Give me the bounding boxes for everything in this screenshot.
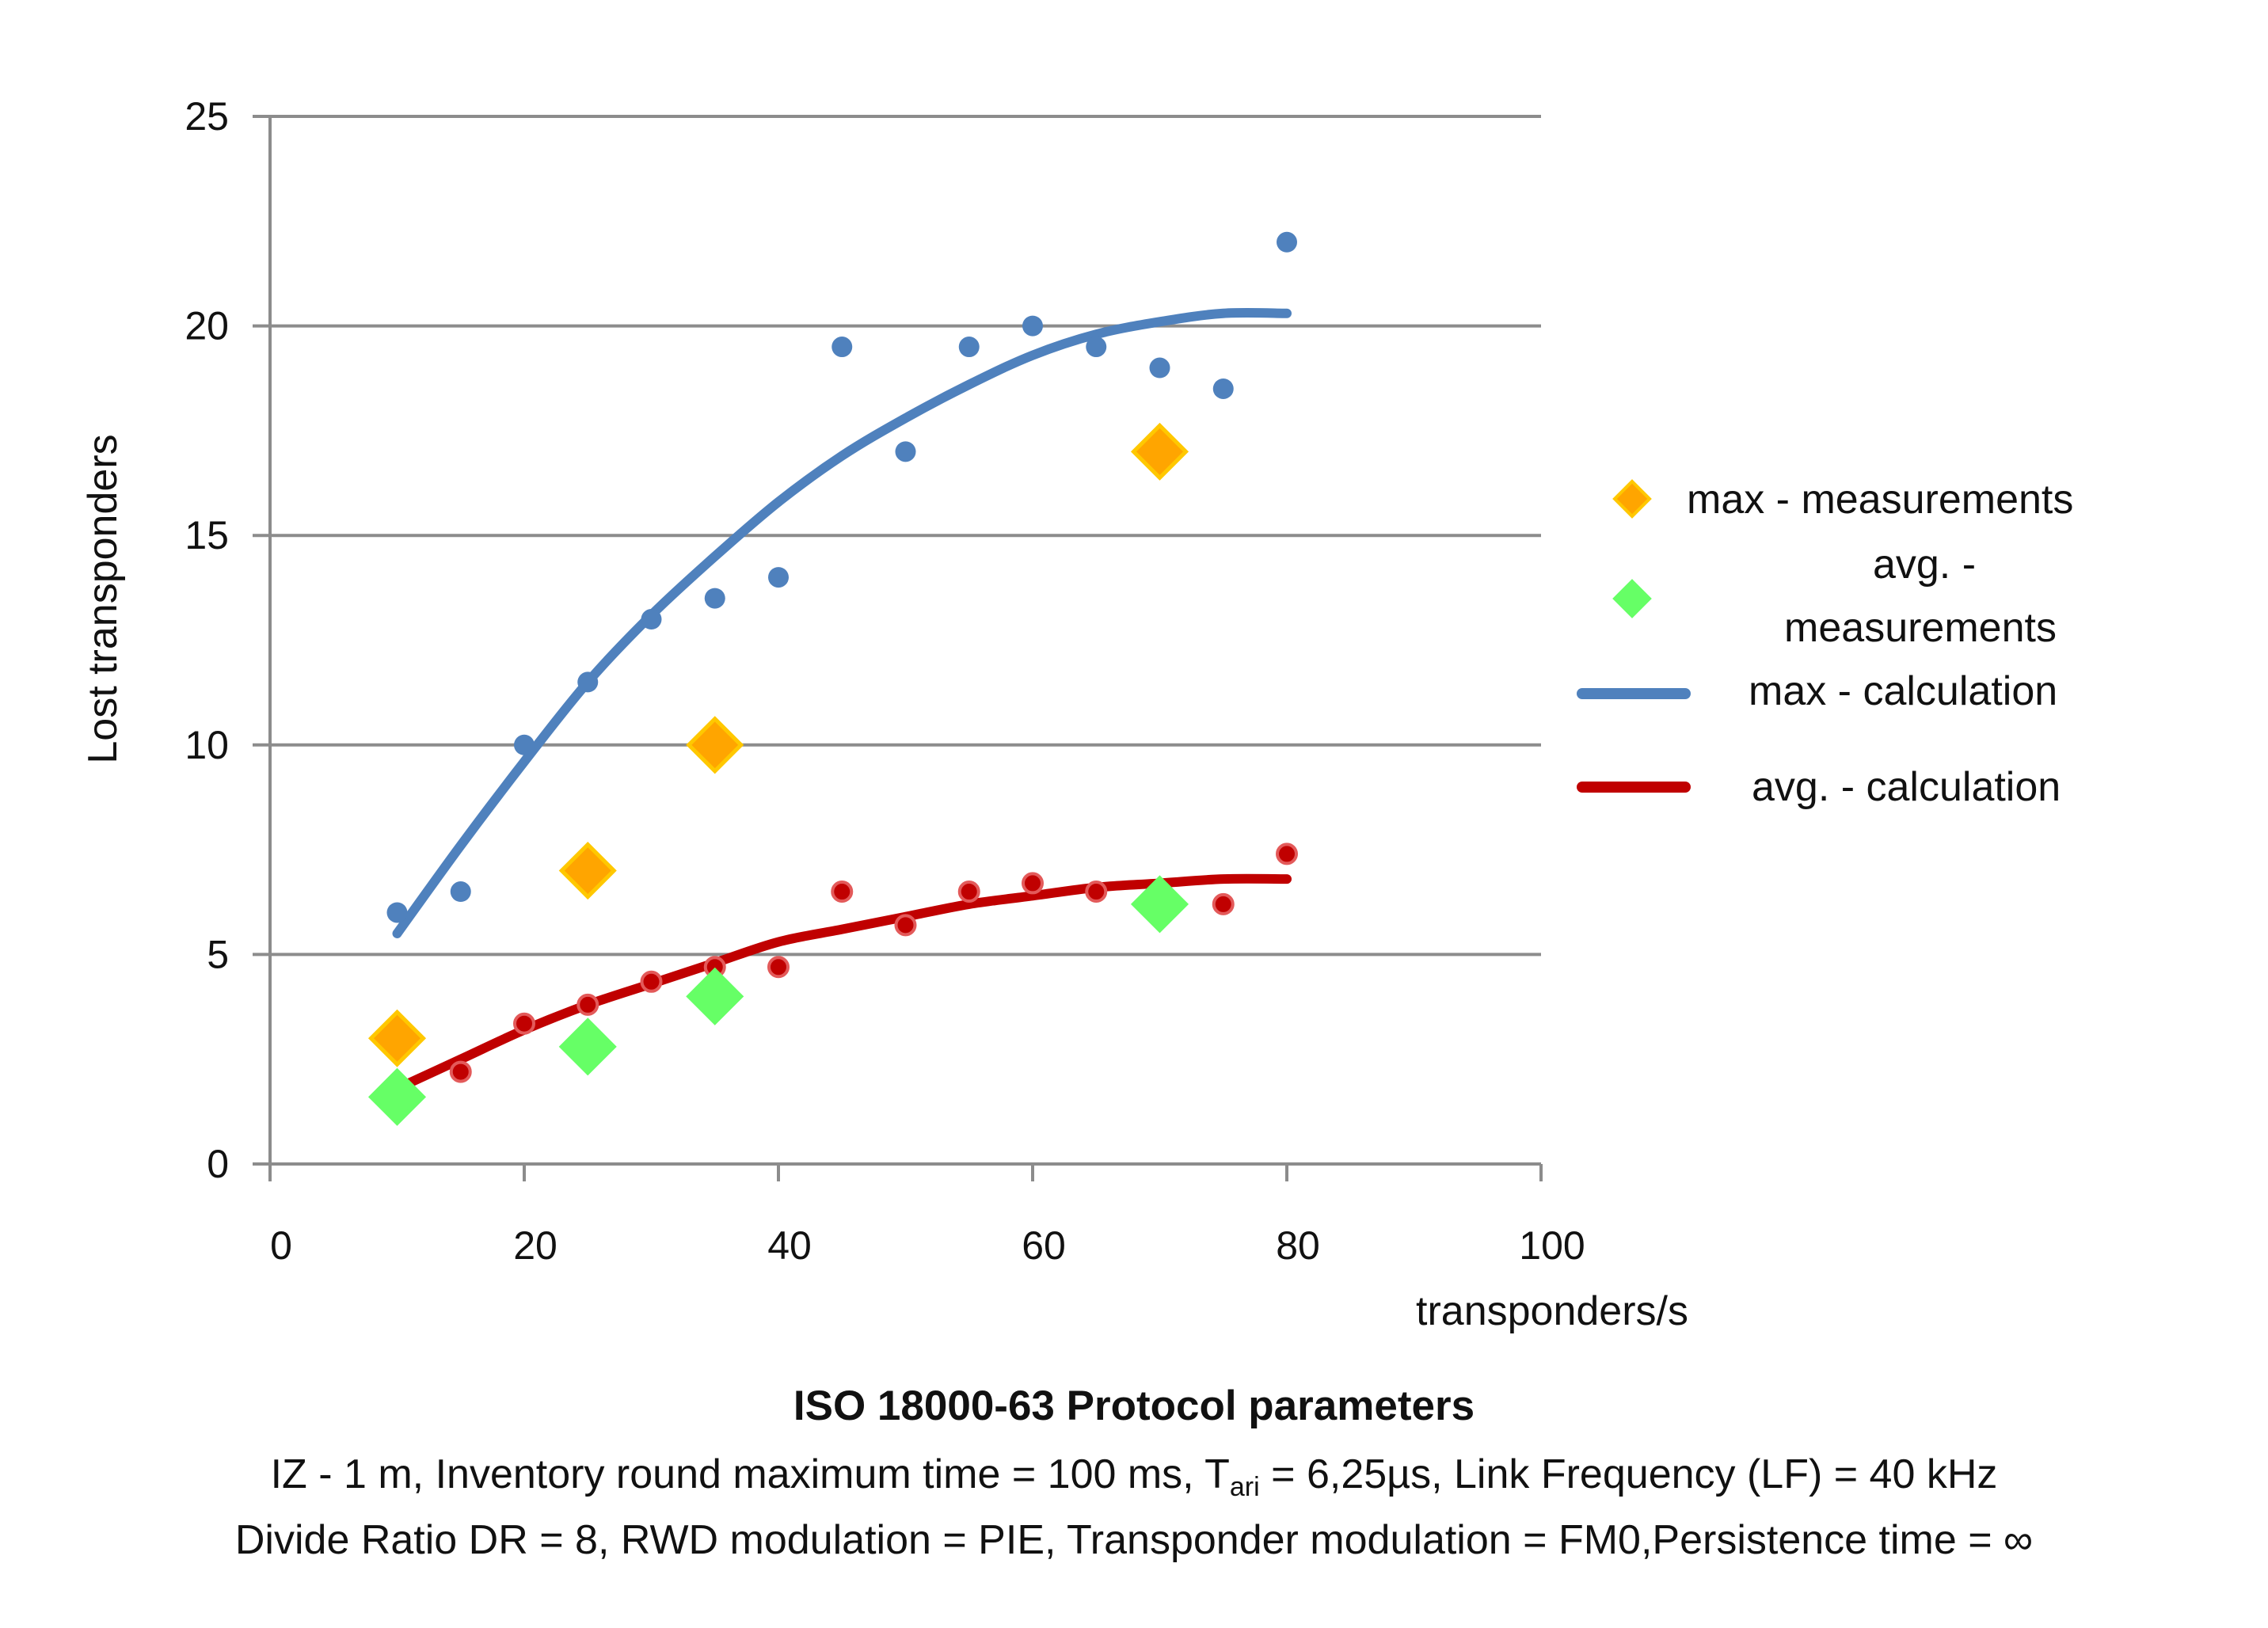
trendline-avg-calculation (392, 873, 1292, 1094)
caption-title: ISO 18000-63 Protocol parameters (793, 1383, 1475, 1429)
y-tick-label: 20 (185, 304, 229, 348)
data-points (386, 231, 1298, 1096)
data-point-avg (767, 956, 790, 979)
legend-symbol-max-measurements (1612, 479, 1652, 519)
x-tick-label: 80 (1276, 1223, 1320, 1268)
legend-label-max-calculation: max - calculation (1749, 668, 2057, 714)
marker-max-measurement (367, 1009, 427, 1067)
data-point-avg (1085, 881, 1108, 903)
y-tick-label: 15 (185, 513, 229, 557)
tari-subscript: ari (1229, 1472, 1260, 1502)
caption-line1-end: = 6,25µs, Link Frequency (LF) = 40 kHz (1259, 1451, 1998, 1497)
caption-parameters-line-1: IZ - 1 m, Inventory round maximum time =… (0, 1451, 2268, 1503)
data-point-avg (513, 1012, 535, 1035)
data-point-max (768, 567, 789, 588)
data-point-max (386, 902, 408, 923)
data-point-avg (894, 914, 917, 937)
legend-symbol-avg-measurements (1612, 579, 1652, 618)
data-point-max (577, 671, 599, 693)
y-tick-label: 5 (207, 932, 229, 976)
data-point-max (514, 734, 535, 755)
x-tick-label: 0 (270, 1223, 292, 1268)
y-tick-label: 25 (185, 94, 229, 139)
legend: max - measurements avg. - measurements max … (1577, 477, 2073, 810)
data-point-max (1149, 357, 1170, 378)
y-tick-label: 0 (207, 1142, 229, 1186)
y-tick-label: 10 (185, 723, 229, 767)
data-point-max (641, 609, 662, 630)
data-point-max (1022, 315, 1043, 337)
marker-max-measurement (686, 716, 744, 774)
data-point-max (1277, 231, 1297, 253)
data-point-max (1086, 337, 1107, 358)
data-point-max (704, 588, 725, 609)
axis-labels: 0 5 10 15 20 25 0 20 40 60 80 100 Lost transponders t… (80, 94, 1688, 1334)
data-point-max (1212, 378, 1234, 399)
caption-parameters-line-2: Divide Ratio DR = 8, RWD modulation = PI… (234, 1517, 2034, 1563)
data-point-max (958, 337, 980, 358)
data-point-avg (831, 881, 854, 903)
data-point-avg (577, 993, 599, 1016)
y-axis-title: Lost transponders (80, 434, 126, 763)
legend-label-avg-calculation: avg. - calculation (1752, 764, 2061, 810)
trendlines (392, 307, 1292, 1094)
data-point-max (895, 441, 916, 462)
data-point-avg (1212, 892, 1235, 915)
data-point-avg (449, 1060, 472, 1083)
marker-max-measurement (1130, 422, 1189, 481)
measurement-markers (367, 422, 1189, 1126)
trendline-max-calculation (392, 307, 1292, 938)
data-point-avg (640, 970, 663, 993)
x-axis-title: transponders/s (1416, 1288, 1688, 1334)
data-point-avg (1022, 872, 1044, 895)
axes (253, 115, 1543, 1181)
x-tick-label: 20 (513, 1223, 557, 1268)
x-tick-label: 60 (1022, 1223, 1066, 1268)
legend-label-avg-measurements-line1: avg. - (1873, 542, 1976, 588)
x-tick-label: 100 (1519, 1223, 1585, 1268)
data-point-max (450, 881, 471, 903)
marker-avg-measurement (367, 1067, 427, 1126)
gridlines (270, 115, 1541, 957)
marker-avg-measurement (686, 967, 744, 1025)
data-point-max (831, 337, 853, 358)
data-point-avg (1276, 843, 1298, 865)
data-point-avg (957, 881, 980, 903)
legend-label-max-measurements: max - measurements (1687, 477, 2073, 523)
legend-label-avg-measurements-line2: measurements (1784, 605, 2057, 651)
marker-avg-measurement (558, 1018, 617, 1076)
caption-line1-start: IZ - 1 m, Inventory round maximum time =… (270, 1451, 1230, 1497)
marker-avg-measurement (1130, 875, 1189, 934)
marker-max-measurement (558, 842, 617, 900)
x-tick-label: 40 (767, 1223, 812, 1268)
